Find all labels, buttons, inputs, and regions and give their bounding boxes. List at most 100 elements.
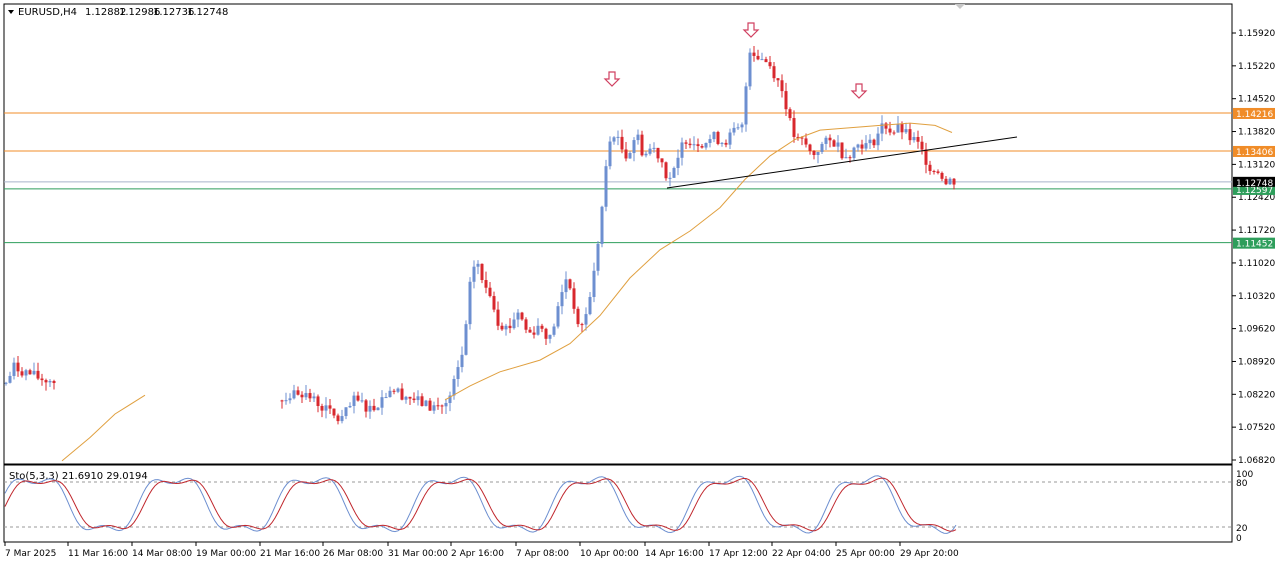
candle-body [44, 380, 48, 383]
candle-body [16, 362, 20, 372]
candle-body [304, 393, 308, 398]
candle-body [544, 328, 548, 339]
current-price-tag [1233, 176, 1275, 187]
candle-body [400, 388, 404, 400]
candle-body [852, 147, 856, 159]
down-arrow-icon[interactable] [850, 83, 868, 99]
candle-body [580, 324, 584, 326]
candle-body [448, 395, 452, 403]
candle-body [52, 381, 56, 384]
candle-body [588, 296, 592, 315]
candle-body [524, 319, 528, 330]
candlesticks [4, 46, 956, 425]
candle-body [456, 367, 460, 379]
candle-body [624, 149, 628, 159]
header-close: 1.12748 [187, 7, 228, 18]
candle-body [392, 390, 396, 392]
candle-body [424, 400, 428, 406]
candle-body [364, 400, 368, 412]
time-tick-label: 2 Apr 16:00 [451, 549, 504, 559]
candle-body [432, 405, 436, 411]
hline-price-tag [1233, 107, 1275, 119]
candle-body [568, 279, 572, 289]
indicator-frame[interactable] [3, 464, 1233, 543]
candle-body [12, 362, 16, 376]
time-tick-label: 19 Mar 00:00 [196, 549, 256, 559]
candle-body [336, 415, 340, 422]
candle-body [616, 136, 620, 138]
candle-body [480, 263, 484, 281]
candle-body [864, 143, 868, 149]
candle-body [280, 400, 284, 402]
candle-body [312, 396, 316, 399]
candle-body [728, 132, 732, 145]
candle-body [720, 142, 724, 144]
candle-body [772, 66, 776, 79]
candle-body [496, 309, 500, 326]
candle-body [540, 325, 544, 329]
candle-body [776, 78, 780, 81]
candle-body [328, 405, 332, 409]
candle-body [468, 281, 472, 325]
horizontal-lines[interactable]: 1.14216 1.13406 1.12597 1.11452 [4, 107, 1275, 250]
candle-body [648, 148, 652, 154]
candle-body [940, 172, 944, 179]
candle-body [676, 157, 680, 168]
price-tick-label: 1.09620 [1238, 325, 1275, 335]
candle-body [552, 326, 556, 335]
candle-body [560, 292, 564, 307]
candle-body [636, 134, 640, 141]
level-80-label: 80 [1236, 479, 1248, 489]
down-arrow-icon[interactable] [742, 22, 760, 38]
candle-body [500, 325, 504, 330]
collapse-triangle-icon[interactable] [8, 10, 14, 14]
candle-body [584, 314, 588, 325]
candle-body [952, 178, 956, 185]
candle-body [944, 178, 948, 185]
candle-body [904, 129, 908, 133]
candle-body [572, 288, 576, 309]
candle-body [696, 144, 700, 147]
level-0-label: 0 [1236, 534, 1242, 544]
candle-body [736, 127, 740, 129]
price-axis: 1.15920 1.15220 1.14520 1.13820 1.13120 1.124… [1232, 29, 1275, 466]
hline-price-label: 1.14216 [1236, 110, 1273, 120]
down-arrow-icon[interactable] [603, 71, 621, 87]
price-tick-label: 1.10320 [1238, 292, 1275, 302]
candle-body [20, 371, 24, 376]
time-tick-label: 25 Apr 00:00 [836, 549, 895, 559]
candle-body [396, 388, 400, 392]
candle-body [548, 334, 552, 339]
candle-body [612, 137, 616, 142]
candle-body [660, 158, 664, 163]
price-tick-label: 1.06820 [1238, 456, 1275, 466]
shift-marker-icon[interactable] [955, 4, 965, 9]
candle-body [740, 124, 744, 128]
candle-body [48, 381, 52, 383]
trend-line[interactable] [666, 136, 1018, 189]
candle-body [508, 325, 512, 329]
candle-body [708, 139, 712, 143]
candle-body [332, 408, 336, 416]
current-price-label: 1.12748 [1236, 179, 1273, 189]
candle-body [348, 405, 352, 408]
candle-body [444, 402, 448, 407]
candle-body [888, 128, 892, 133]
candle-body [768, 62, 772, 67]
candle-body [872, 139, 876, 146]
candle-body [760, 59, 764, 61]
header-symbol: EURUSD,H4 [18, 7, 77, 18]
candle-body [816, 151, 820, 155]
time-tick-label: 7 Apr 08:00 [516, 549, 569, 559]
candle-body [484, 280, 488, 288]
main-chart-frame[interactable] [3, 3, 1233, 465]
candle-body [860, 144, 864, 149]
candle-body [536, 325, 540, 335]
candle-body [920, 141, 924, 150]
candle-body [628, 153, 632, 159]
candle-body [28, 370, 32, 375]
moving-average-line-left [61, 394, 146, 462]
time-axis: 7 Mar 2025 11 Mar 16:00 14 Mar 08:00 19 Mar… [4, 542, 959, 559]
candle-body [712, 131, 716, 140]
